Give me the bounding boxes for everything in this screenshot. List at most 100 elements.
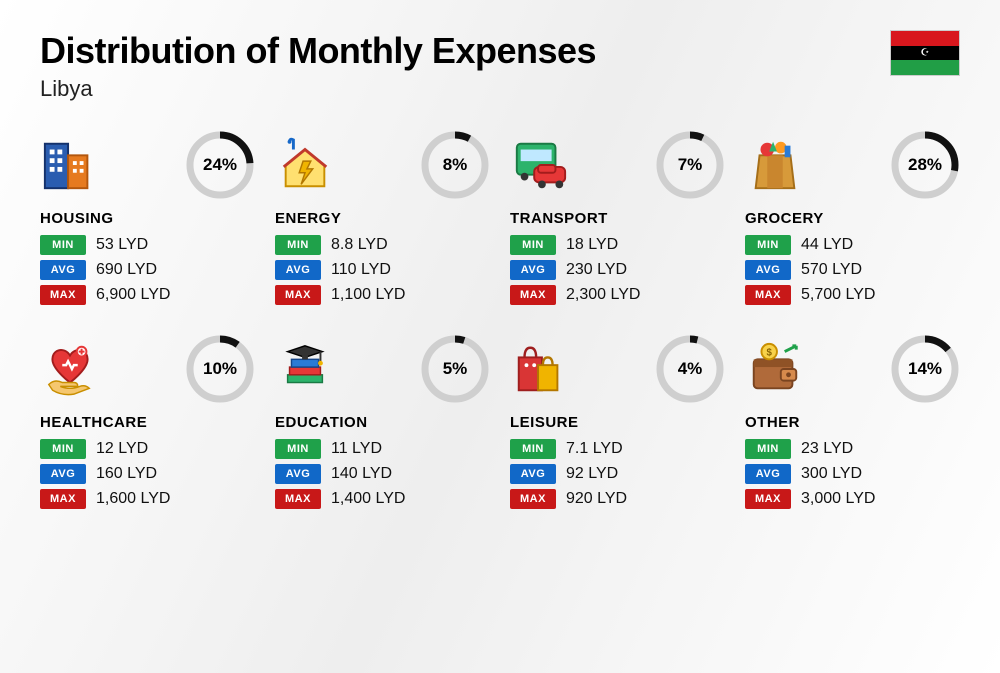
value-avg: 160 LYD [96,465,157,483]
value-max: 920 LYD [566,490,627,508]
stat-max: MAX 1,100 LYD [275,285,490,305]
page-title: Distribution of Monthly Expenses [40,30,596,72]
stat-max: MAX 920 LYD [510,489,725,509]
badge-max: MAX [275,489,321,509]
badge-max: MAX [510,285,556,305]
stat-avg: AVG 300 LYD [745,464,960,484]
value-max: 2,300 LYD [566,286,640,304]
grocery-bag-icon [745,135,805,195]
value-avg: 92 LYD [566,465,618,483]
flag-stripe-red [891,31,959,46]
energy-house-icon [275,135,335,195]
percent-donut: 24% [185,130,255,200]
category-card-transport: 7% TRANSPORT MIN 18 LYD AVG 230 LYD MAX … [510,130,725,310]
card-top: 8% [275,130,490,200]
value-avg: 230 LYD [566,261,627,279]
value-max: 6,900 LYD [96,286,170,304]
card-top: $ 14% [745,334,960,404]
value-min: 44 LYD [801,236,853,254]
stat-avg: AVG 92 LYD [510,464,725,484]
grad-books-icon [275,339,335,399]
value-min: 11 LYD [331,440,382,458]
badge-min: MIN [745,235,791,255]
card-top: 5% [275,334,490,404]
percent-donut: 14% [890,334,960,404]
stat-avg: AVG 570 LYD [745,260,960,280]
category-card-other: $ 14% OTHER MIN 23 LYD AVG 300 LYD MAX 3… [745,334,960,514]
wallet-icon: $ [745,339,805,399]
category-name: HOUSING [40,210,255,227]
stat-min: MIN 23 LYD [745,439,960,459]
stat-max: MAX 1,600 LYD [40,489,255,509]
badge-avg: AVG [40,464,86,484]
stat-avg: AVG 230 LYD [510,260,725,280]
flag-stripe-green [891,60,959,75]
category-name: HEALTHCARE [40,414,255,431]
badge-max: MAX [745,285,791,305]
value-min: 12 LYD [96,440,148,458]
svg-text:$: $ [767,347,773,358]
header: Distribution of Monthly Expenses Libya ☪ [40,30,960,102]
percent-donut: 5% [420,334,490,404]
value-min: 18 LYD [566,236,618,254]
badge-max: MAX [40,285,86,305]
card-top: 24% [40,130,255,200]
value-avg: 140 LYD [331,465,392,483]
value-min: 23 LYD [801,440,853,458]
stat-min: MIN 53 LYD [40,235,255,255]
value-max: 3,000 LYD [801,490,875,508]
category-card-grocery: 28% GROCERY MIN 44 LYD AVG 570 LYD MAX 5… [745,130,960,310]
stat-avg: AVG 160 LYD [40,464,255,484]
title-block: Distribution of Monthly Expenses Libya [40,30,596,102]
value-min: 7.1 LYD [566,440,623,458]
bus-car-icon [510,135,570,195]
percent-value: 7% [678,155,703,175]
category-card-energy: 8% ENERGY MIN 8.8 LYD AVG 110 LYD MAX 1,… [275,130,490,310]
percent-value: 10% [203,359,237,379]
category-name: OTHER [745,414,960,431]
stat-min: MIN 7.1 LYD [510,439,725,459]
category-name: ENERGY [275,210,490,227]
value-avg: 110 LYD [331,261,391,279]
stat-avg: AVG 140 LYD [275,464,490,484]
category-card-healthcare: 10% HEALTHCARE MIN 12 LYD AVG 160 LYD MA… [40,334,255,514]
stat-max: MAX 1,400 LYD [275,489,490,509]
stat-min: MIN 11 LYD [275,439,490,459]
category-name: TRANSPORT [510,210,725,227]
card-top: 10% [40,334,255,404]
badge-max: MAX [40,489,86,509]
stat-min: MIN 18 LYD [510,235,725,255]
card-top: 7% [510,130,725,200]
badge-max: MAX [510,489,556,509]
percent-value: 8% [443,155,468,175]
stat-min: MIN 8.8 LYD [275,235,490,255]
category-name: GROCERY [745,210,960,227]
value-avg: 570 LYD [801,261,862,279]
category-card-education: 5% EDUCATION MIN 11 LYD AVG 140 LYD MAX … [275,334,490,514]
badge-avg: AVG [275,464,321,484]
value-max: 1,100 LYD [331,286,405,304]
category-grid: 24% HOUSING MIN 53 LYD AVG 690 LYD MAX 6… [40,130,960,514]
badge-min: MIN [275,235,321,255]
badge-min: MIN [510,439,556,459]
buildings-icon [40,135,100,195]
flag-libya: ☪ [890,30,960,76]
badge-min: MIN [40,439,86,459]
category-card-housing: 24% HOUSING MIN 53 LYD AVG 690 LYD MAX 6… [40,130,255,310]
stat-min: MIN 12 LYD [40,439,255,459]
percent-donut: 28% [890,130,960,200]
value-max: 1,400 LYD [331,490,405,508]
badge-avg: AVG [510,464,556,484]
category-card-leisure: 4% LEISURE MIN 7.1 LYD AVG 92 LYD MAX 92… [510,334,725,514]
stat-avg: AVG 110 LYD [275,260,490,280]
category-name: EDUCATION [275,414,490,431]
card-top: 28% [745,130,960,200]
country-subtitle: Libya [40,76,596,102]
badge-min: MIN [510,235,556,255]
percent-value: 28% [908,155,942,175]
badge-min: MIN [745,439,791,459]
shopping-bags-icon [510,339,570,399]
flag-emblem-icon: ☪ [921,48,930,59]
stat-min: MIN 44 LYD [745,235,960,255]
card-top: 4% [510,334,725,404]
